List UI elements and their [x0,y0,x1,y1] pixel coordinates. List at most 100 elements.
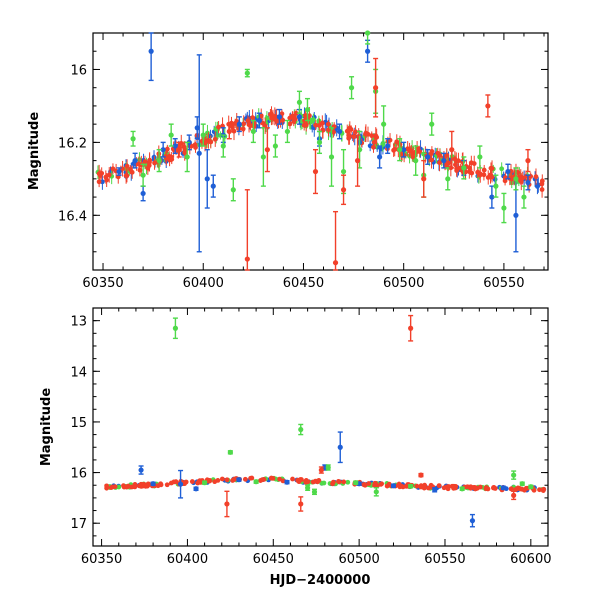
red-data-point [226,128,232,135]
trend-point [137,157,142,163]
green-data-point [184,154,190,160]
green-data-point [445,176,451,182]
trend-point [345,479,351,485]
blue-data-point [236,477,242,483]
y-tick-label: 16.2 [58,136,87,151]
trend-point [336,479,342,485]
green-data-point [511,472,517,478]
trend-point [143,483,149,489]
green-data-point [250,128,256,135]
blue-data-point [196,150,202,156]
green-data-point [202,480,208,486]
trend-point [124,484,129,490]
trend-point [326,127,331,133]
trend-point [181,144,187,150]
trend-point [373,482,379,488]
blue-data-point [469,518,476,524]
top-panel-y-axis-title: Magnitude [27,112,42,191]
trend-point [311,117,316,123]
trend-point [539,187,545,192]
blue-data-point [194,125,200,131]
red-data-point [318,467,324,473]
green-data-point [172,325,179,331]
green-data-point [311,489,318,495]
trend-point [287,115,293,121]
red-data-point [264,147,270,153]
red-data-point [244,256,250,262]
green-data-point [325,464,331,471]
trend-point [230,478,236,483]
green-data-point [244,70,250,76]
green-data-point [305,485,311,491]
trend-point [518,179,524,184]
trend-point [242,476,248,482]
trend-point [216,124,221,130]
y-tick-label: 13 [70,315,87,330]
top-panel-ticks: 60350 60400 60450 60500 60550 16 16.2 16.4 [58,32,548,291]
trend-point [405,146,411,152]
trend-point [206,138,211,143]
trend-point [270,475,276,481]
blue-data-point [296,114,303,120]
blue-data-point [513,212,519,218]
trend-point [363,131,368,137]
trend-point [104,177,110,183]
trend-point [245,118,251,124]
trend-point [291,119,297,124]
green-data-point [521,194,527,200]
trend-point [272,117,278,122]
trend-point [533,174,539,180]
trend-point [531,487,537,493]
trend-point [106,172,112,178]
green-data-point [528,484,534,490]
trend-point [151,154,157,160]
red-data-point [408,325,414,331]
trend-point [169,156,175,162]
trend-point [468,160,474,166]
trend-point [152,160,157,166]
trend-point [132,482,138,487]
trend-point [341,479,347,485]
trend-point [96,171,102,177]
red-data-point [421,176,427,182]
blue-data-point [385,143,391,149]
green-data-point [413,158,419,164]
trend-point [303,122,309,128]
x-tick-label: 60550 [424,552,465,567]
trend-point [346,135,352,141]
trend-point [522,487,527,493]
bottom-panel-x-axis-title: HJD−2400000 [270,573,371,588]
trend-point [303,113,308,118]
y-tick-label: 17 [70,517,87,532]
trend-point [147,157,153,163]
green-data-point [408,483,414,489]
trend-point [207,478,213,484]
blue-data-point [284,479,290,485]
trend-point [371,144,376,150]
trend-point [195,480,201,486]
green-data-point [130,136,136,142]
trend-point [469,170,475,176]
green-data-point [272,143,279,149]
green-data-point [296,99,303,105]
bottom-panel-y-axis-title: Magnitude [39,388,54,467]
green-data-point [519,481,525,487]
trend-point [421,485,427,491]
x-tick-label: 60350 [81,552,122,567]
trend-point [96,179,102,185]
trend-point [293,110,299,116]
trend-point [508,486,514,492]
red-data-point [511,492,517,498]
trend-point [451,483,457,489]
trend-point [219,476,225,482]
blue-data-point [116,168,122,175]
trend-point [362,482,367,487]
trend-point [374,134,380,140]
trend-point [268,112,273,117]
green-data-point [381,121,387,127]
blue-data-point [489,194,495,200]
trend-point [290,476,295,482]
trend-point [436,483,442,489]
trend-point [316,118,322,124]
